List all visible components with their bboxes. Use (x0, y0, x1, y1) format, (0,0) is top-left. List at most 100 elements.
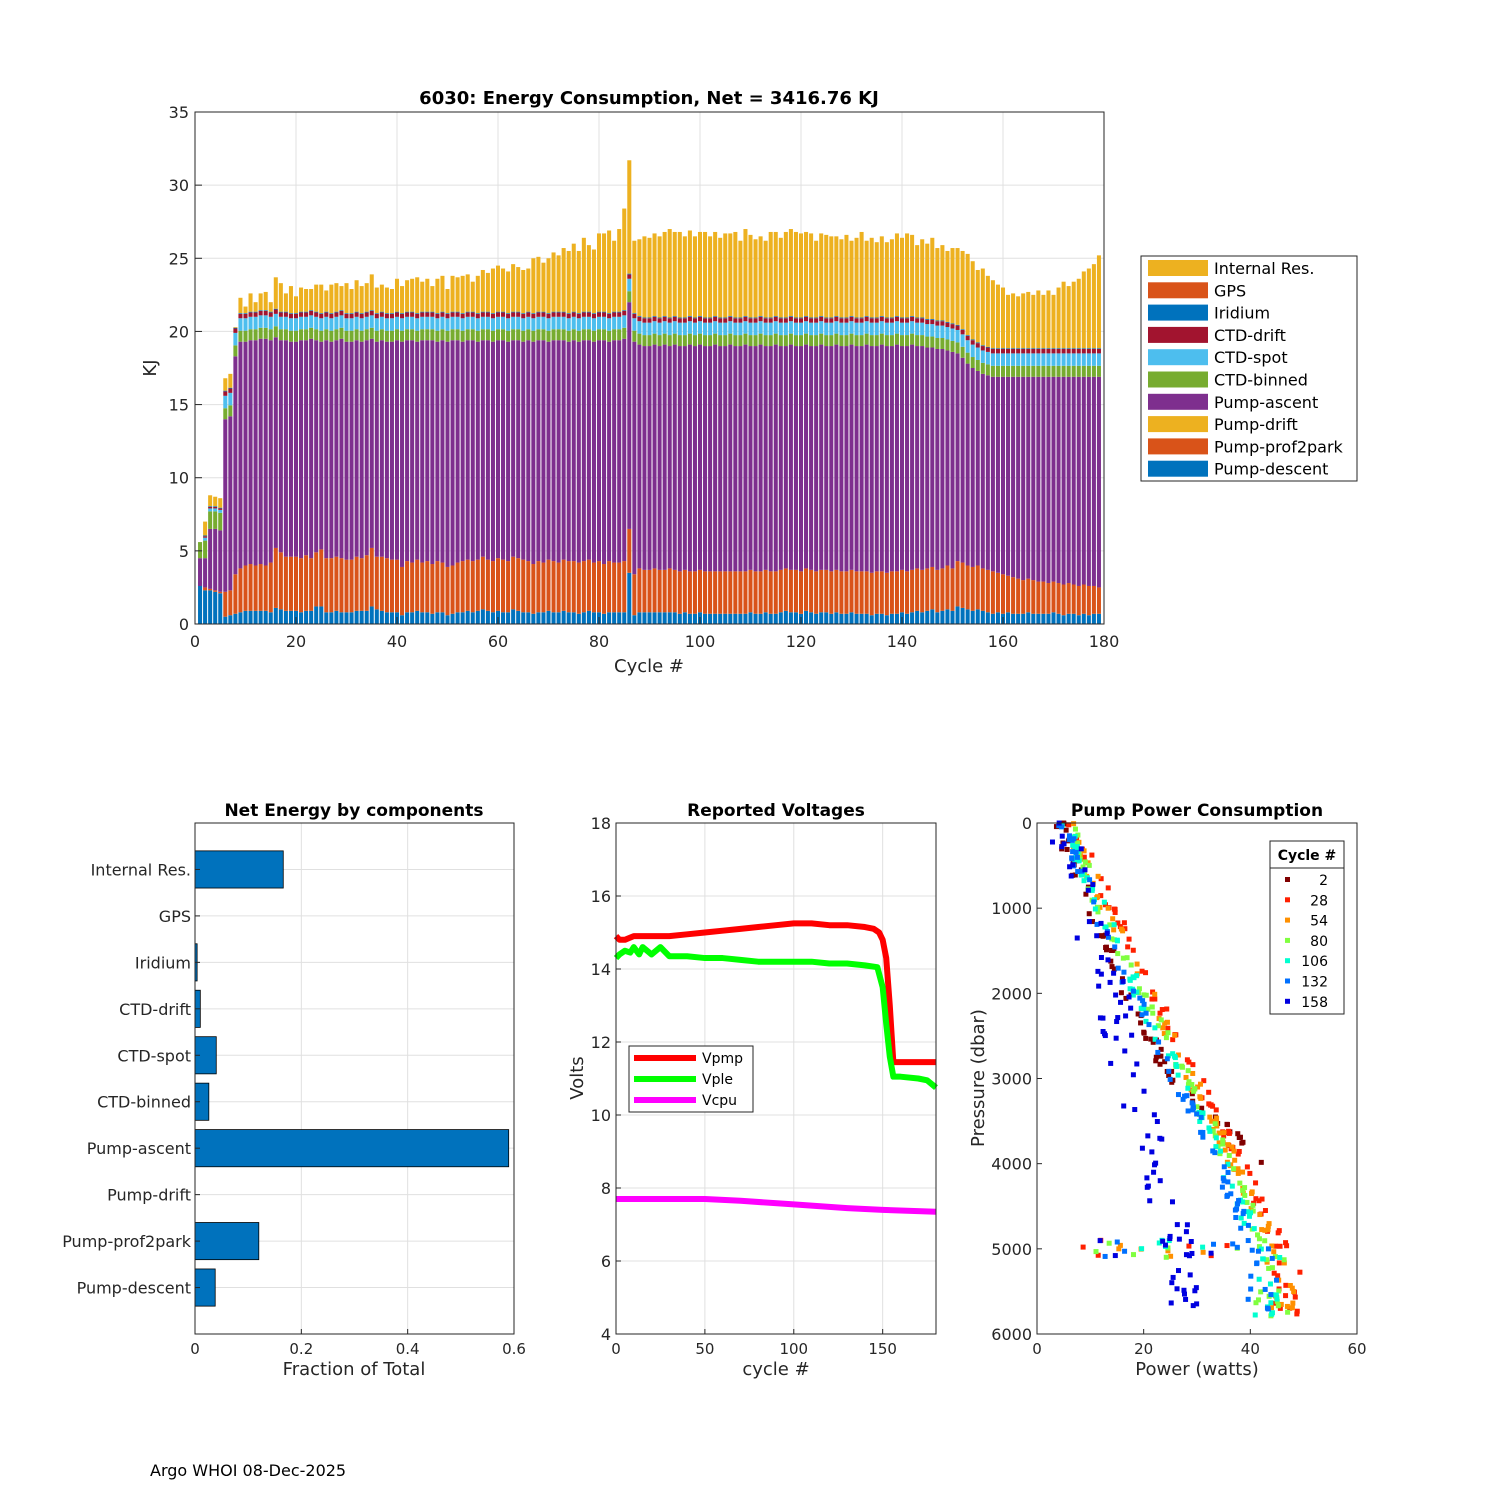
pump-point-cycle-132 (1112, 944, 1118, 950)
bar-segment-pump-prof2park (814, 571, 819, 614)
bar-segment-internal-res (536, 256, 541, 312)
bar-segment-ctd-drift (920, 318, 925, 323)
pump-point-cycle-106 (1079, 871, 1085, 877)
bar-segment-pump-ascent (940, 348, 945, 569)
bar-segment-pump-prof2park (783, 568, 788, 611)
bar-segment-internal-res (415, 277, 420, 314)
bar-segment-ctd-drift (384, 313, 389, 319)
pump-point-cycle-106 (1127, 986, 1133, 992)
bar-segment-ctd-drift (420, 312, 425, 317)
bar-segment-pump-descent (248, 610, 253, 624)
pump-point-cycle-158 (1183, 1296, 1189, 1302)
bar-segment-iridium (546, 313, 551, 314)
bar-segment-iridium (485, 311, 490, 313)
bar-segment-pump-ascent (309, 338, 314, 559)
bar-segment-iridium (541, 311, 546, 313)
pump-point-cycle-132 (1141, 1001, 1147, 1007)
pump-point-cycle-158 (1186, 1253, 1192, 1259)
bar-segment-ctd-spot (859, 322, 864, 336)
pump-point-cycle-106 (1260, 1256, 1266, 1262)
bar-segment-ctd-drift (445, 313, 450, 319)
bar-segment-pump-ascent (930, 347, 935, 567)
bar-segment-ctd-spot (223, 395, 228, 409)
bar-segment-ctd-spot (1076, 353, 1081, 366)
bar-segment-internal-res (763, 240, 768, 318)
bar-segment-iridium (869, 317, 874, 319)
bar-segment-pump-descent (925, 610, 930, 624)
pump-point-cycle-54 (1229, 1144, 1235, 1150)
bar-segment-iridium (374, 313, 379, 314)
bar-segment-iridium (864, 316, 869, 317)
pump-point-cycle-54 (1222, 1147, 1228, 1153)
bar-segment-pump-descent (1021, 613, 1026, 624)
components-chart-title: Net Energy by components (224, 801, 483, 821)
bar-segment-ctd-spot (400, 318, 405, 331)
pump-point-cycle-158 (1194, 1301, 1200, 1307)
pump-point-cycle-158 (1157, 1178, 1163, 1184)
bar-segment-ctd-drift (263, 310, 268, 316)
pump-point-cycle-2 (1138, 1020, 1144, 1026)
bar-segment-pump-prof2park (849, 569, 854, 613)
pump-point-cycle-80 (1220, 1137, 1226, 1143)
bar-segment-iridium (778, 317, 783, 319)
bar-segment-iridium (920, 317, 925, 319)
pump-point-cycle-80 (1253, 1300, 1259, 1306)
bar-segment-pump-ascent (1051, 376, 1056, 582)
bar-segment-ctd-binned (864, 333, 869, 345)
bar-segment-ctd-binned (819, 333, 824, 345)
bar-segment-ctd-drift (773, 316, 778, 322)
bar-segment-pump-descent (788, 612, 793, 624)
bar-segment-ctd-spot (793, 322, 798, 336)
bar-segment-pump-ascent (531, 341, 536, 565)
bar-segment-internal-res (950, 248, 955, 324)
bar-segment-iridium (258, 310, 263, 311)
bar-segment-ctd-binned (834, 333, 839, 345)
bar-segment-internal-res (369, 274, 374, 311)
bar-segment-pump-prof2park (647, 569, 652, 613)
bar-segment-pump-prof2park (379, 556, 384, 611)
bar-segment-ctd-drift (571, 312, 576, 317)
pump-point-cycle-28 (1236, 1148, 1242, 1154)
bar-segment-internal-res (930, 237, 935, 319)
pump-point-cycle-132 (1220, 1175, 1226, 1181)
bar-segment-ctd-binned (632, 330, 637, 342)
pump-point-cycle-2 (1109, 964, 1115, 970)
bar-segment-ctd-drift (1041, 348, 1046, 354)
pump-point-cycle-28 (1098, 876, 1104, 882)
bar-segment-internal-res (278, 283, 283, 312)
bar-segment-ctd-drift (910, 316, 915, 322)
bar-segment-ctd-spot (420, 316, 425, 330)
bar-segment-ctd-drift (546, 313, 551, 319)
energy-legend-label: Iridium (1214, 304, 1270, 323)
pump-point-cycle-2 (1224, 1122, 1230, 1128)
pump-point-cycle-80 (1272, 1254, 1278, 1260)
pump-point-cycle-80 (1107, 922, 1113, 928)
bar-segment-pump-ascent (910, 344, 915, 570)
bar-segment-iridium (622, 310, 627, 311)
voltages-legend-label: Vcpu (702, 1093, 737, 1109)
bar-segment-ctd-binned (389, 330, 394, 342)
bar-segment-iridium (879, 316, 884, 317)
bar-segment-ctd-spot (1056, 353, 1061, 366)
bar-segment-internal-res (339, 286, 344, 311)
bar-segment-ctd-spot (677, 322, 682, 336)
bar-segment-ctd-spot (208, 508, 213, 512)
bar-segment-ctd-spot (1081, 353, 1086, 366)
bar-segment-iridium (576, 313, 581, 314)
bar-segment-ctd-spot (657, 322, 662, 336)
bar-segment-internal-res (1076, 278, 1081, 349)
bar-segment-internal-res (233, 327, 238, 328)
bar-segment-pump-prof2park (642, 569, 647, 613)
bar-segment-internal-res (465, 274, 470, 312)
bar-segment-pump-descent (556, 612, 561, 624)
bar-segment-pump-prof2park (793, 569, 798, 613)
bar-segment-iridium (1056, 348, 1061, 349)
bar-segment-pump-prof2park (299, 558, 304, 613)
bar-segment-pump-prof2park (1041, 581, 1046, 614)
bar-segment-pump-ascent (905, 346, 910, 572)
pump-point-cycle-106 (1090, 886, 1096, 892)
bar-segment-pump-descent (516, 610, 521, 624)
pump-point-cycle-80 (1237, 1180, 1243, 1186)
bar-segment-pump-prof2park (990, 571, 995, 614)
bar-segment-pump-descent (884, 615, 889, 624)
